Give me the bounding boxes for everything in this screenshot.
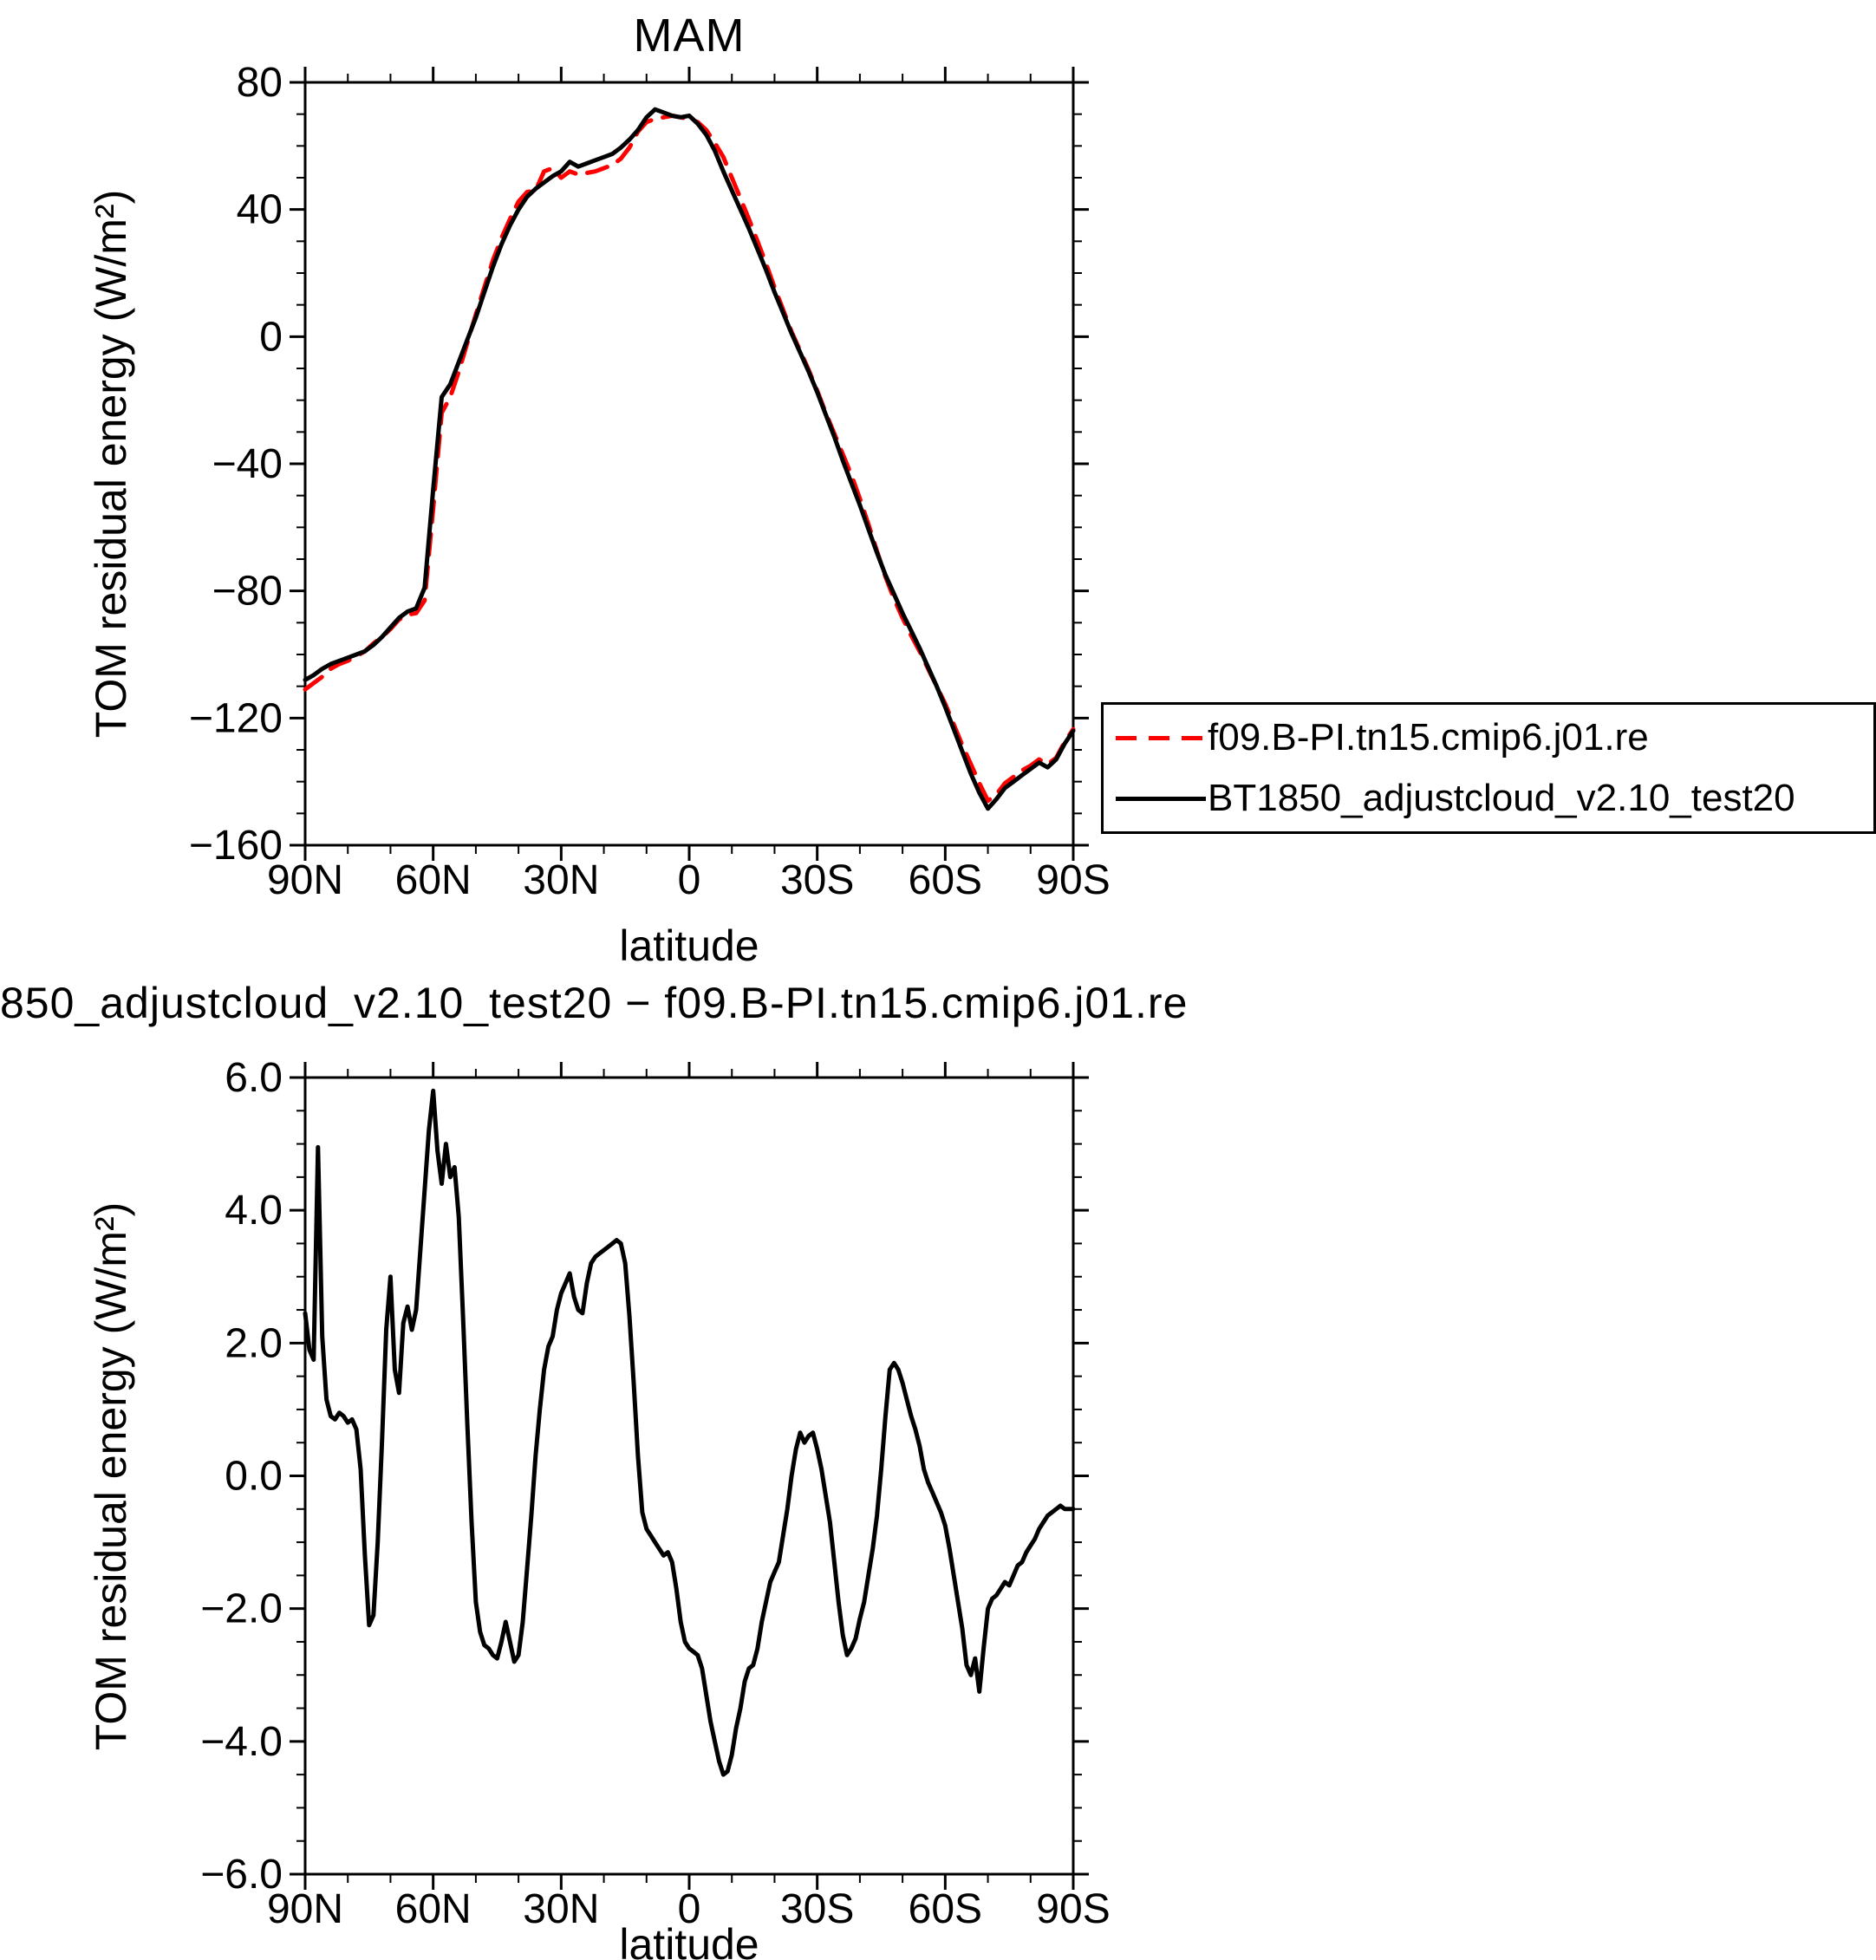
y-tick-label: 0.0: [225, 1454, 283, 1500]
x-tick-label: 0: [678, 1886, 701, 1932]
x-tick-label: 60S: [909, 1886, 982, 1932]
y-tick-label: 80: [237, 60, 283, 106]
x-tick-label: 90N: [267, 857, 343, 903]
legend-row-f09: f09.B-PI.tn15.cmip6.j01.re: [1104, 707, 1873, 768]
legend-label-bt1850: BT1850_adjustcloud_v2.10_test20: [1208, 777, 1795, 819]
y-tick-label: −40: [212, 441, 283, 487]
y-tick-label: −6.0: [200, 1852, 283, 1898]
top-chart-xlabel: latitude: [619, 921, 759, 970]
top-chart-title: MAM: [633, 10, 746, 62]
x-tick-label: 30S: [780, 1886, 854, 1932]
y-tick-label: −4.0: [200, 1719, 283, 1765]
plot-box: [303, 81, 1075, 847]
top-chart-ylabel: TOM residual energy (W/m²): [87, 189, 135, 739]
x-tick-label: 0: [678, 857, 701, 903]
legend-dashed-line-sample: [1116, 735, 1206, 740]
series-line-dashed: [303, 114, 1076, 804]
y-tick-label: 6.0: [225, 1055, 283, 1101]
bottom-chart-xlabel: latitude: [619, 1920, 759, 1960]
x-tick-label: 60S: [909, 857, 982, 903]
series-line-solid: [303, 1088, 1076, 1777]
y-tick-label: −120: [189, 695, 283, 741]
y-tick-label: −2.0: [200, 1586, 283, 1632]
legend-row-bt1850: BT1850_adjustcloud_v2.10_test20: [1104, 768, 1873, 829]
x-tick-label: 60N: [395, 857, 472, 903]
y-tick-label: 40: [237, 187, 283, 233]
y-tick-label: 4.0: [225, 1188, 283, 1234]
y-tick-label: 2.0: [225, 1320, 283, 1366]
x-tick-label: 90S: [1036, 857, 1110, 903]
y-tick-label: −160: [189, 823, 283, 869]
series-line-solid: [303, 107, 1076, 811]
y-tick-label: −80: [212, 569, 283, 615]
legend-box: f09.B-PI.tn15.cmip6.j01.re BT1850_adjust…: [1101, 702, 1876, 834]
legend-solid-line-sample: [1116, 796, 1206, 801]
x-tick-label: 90S: [1036, 1886, 1110, 1932]
bottom-chart-title: 850_adjustcloud_v2.10_test20 − f09.B-PI.…: [0, 979, 1189, 1027]
x-tick-label: 30N: [523, 857, 599, 903]
x-tick-label: 60N: [395, 1886, 472, 1932]
y-tick-label: 0: [259, 314, 283, 360]
plot-box: [303, 1076, 1075, 1876]
legend-label-f09: f09.B-PI.tn15.cmip6.j01.re: [1208, 716, 1649, 759]
x-tick-label: 30N: [523, 1886, 599, 1932]
bottom-chart-ylabel: TOM residual energy (W/m²): [87, 1201, 135, 1751]
x-tick-label: 90N: [267, 1886, 343, 1932]
x-tick-label: 30S: [780, 857, 854, 903]
